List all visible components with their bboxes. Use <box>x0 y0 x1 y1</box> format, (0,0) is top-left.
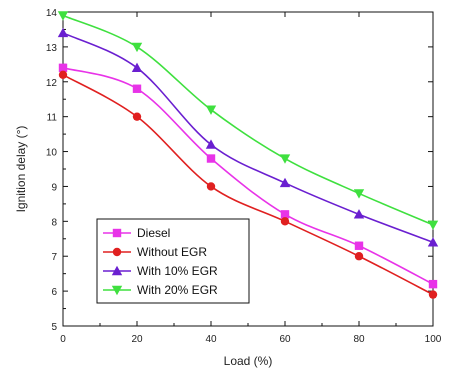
data-point-without-egr <box>280 217 290 226</box>
series-layer <box>57 11 439 299</box>
data-point-diesel <box>206 154 216 163</box>
data-point-without-egr <box>428 290 438 299</box>
data-point-diesel <box>428 279 438 289</box>
x-tick-label: 80 <box>353 334 365 345</box>
data-point-with-20pct-egr <box>57 11 69 21</box>
data-point-without-egr <box>354 252 364 261</box>
data-point-with-10pct-egr <box>279 177 291 188</box>
series-with-10pct-egr <box>57 27 439 247</box>
x-tick-label: 20 <box>131 334 143 345</box>
x-axis-ticks: 0 20 40 60 80 100 <box>60 12 442 345</box>
x-tick-label: 0 <box>60 334 66 345</box>
legend: Diesel Without EGR With 10% EGR With 20% EG… <box>96 218 250 304</box>
data-point-with-20pct-egr <box>279 154 291 164</box>
x-tick-label: 40 <box>205 334 217 345</box>
data-point-diesel <box>280 210 290 219</box>
y-tick-label: 9 <box>51 182 57 193</box>
data-point-without-egr <box>206 182 216 191</box>
series-without-egr <box>58 70 438 299</box>
y-tick-label: 10 <box>46 148 58 159</box>
legend-entry-diesel: Diesel <box>103 226 170 240</box>
data-point-diesel <box>58 63 68 73</box>
data-point-with-10pct-egr <box>353 209 365 219</box>
y-axis-ticks: 5 6 7 8 9 10 11 12 13 14 <box>46 8 433 333</box>
legend-entry-with-10pct-egr: With 10% EGR <box>103 264 218 278</box>
data-point-diesel <box>132 84 142 93</box>
x-tick-label: 60 <box>279 334 291 345</box>
legend-swatch-marker <box>112 247 122 257</box>
data-point-without-egr <box>58 70 68 80</box>
data-point-with-10pct-egr <box>427 237 439 247</box>
legend-swatch-marker <box>111 265 123 276</box>
y-tick-label: 14 <box>46 8 58 19</box>
legend-swatch-marker <box>112 228 122 238</box>
y-tick-label: 8 <box>51 217 57 228</box>
data-point-with-20pct-egr <box>205 105 217 115</box>
data-point-with-20pct-egr <box>131 42 143 53</box>
series-diesel <box>58 63 438 289</box>
y-tick-label: 5 <box>51 322 57 333</box>
x-axis-label: Load (%) <box>224 354 273 368</box>
legend-label: Without EGR <box>137 245 207 259</box>
data-point-with-10pct-egr <box>131 62 143 73</box>
data-point-with-20pct-egr <box>353 189 365 199</box>
y-axis-label: Ignition delay (°) <box>14 126 28 213</box>
legend-entry-without-egr: Without EGR <box>103 245 207 259</box>
legend-label: With 20% EGR <box>137 283 218 297</box>
y-tick-label: 12 <box>46 78 58 89</box>
legend-label: Diesel <box>137 226 170 240</box>
x-tick-label: 100 <box>425 334 442 345</box>
series-with-20pct-egr <box>57 11 439 231</box>
y-tick-label: 13 <box>46 43 58 54</box>
y-tick-label: 7 <box>51 252 57 263</box>
data-point-with-10pct-egr <box>57 27 69 38</box>
y-tick-label: 6 <box>51 287 57 298</box>
series-line-with-20pct-egr <box>62 14 434 226</box>
data-point-without-egr <box>132 112 142 121</box>
legend-swatch-marker <box>111 285 123 296</box>
data-point-with-20pct-egr <box>427 220 439 231</box>
data-point-diesel <box>354 241 364 250</box>
series-line-with-10pct-egr <box>62 32 434 244</box>
legend-entry-with-20pct-egr: With 20% EGR <box>103 283 218 297</box>
y-tick-label: 11 <box>47 113 58 124</box>
legend-label: With 10% EGR <box>137 264 218 278</box>
series-line-without-egr <box>62 74 434 296</box>
data-point-with-10pct-egr <box>205 139 217 149</box>
